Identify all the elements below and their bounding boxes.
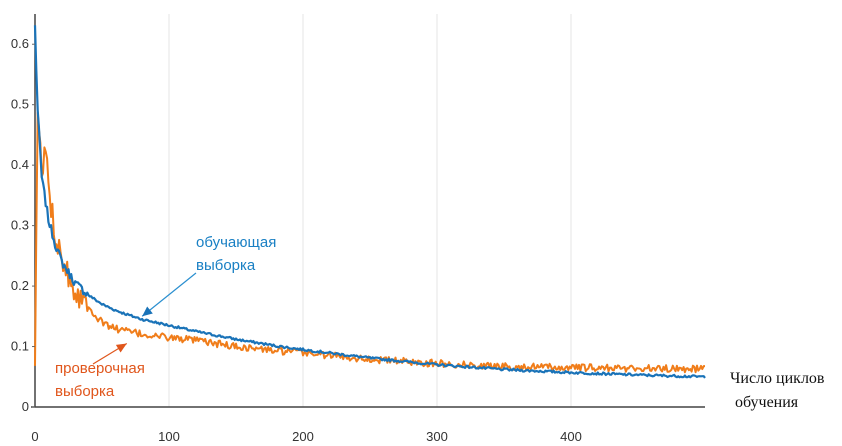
annotation-train-line-2: выборка (196, 257, 256, 274)
y-tick-label: 0.4 (11, 157, 29, 172)
x-tick-label: 400 (560, 429, 582, 444)
x-axis-title-line-1: Число циклов (730, 370, 825, 387)
axes (31, 14, 705, 408)
x-tick-label: 200 (292, 429, 314, 444)
x-axis-title: Число циклов обучения (730, 370, 825, 411)
y-tick-label: 0.5 (11, 97, 29, 112)
x-tick-labels: 0 100 200 300 400 (31, 429, 581, 444)
y-tick-label: 0 (22, 399, 29, 414)
y-tick-labels: 0 0.1 0.2 0.3 0.4 0.5 0.6 (11, 36, 35, 414)
annotation-validation-line-1: проверочная (55, 360, 145, 377)
grid-lines (168, 14, 572, 407)
annotation-train: обучающая выборка (141, 234, 276, 317)
y-tick-label: 0.1 (11, 339, 29, 354)
x-tick-label: 0 (31, 429, 38, 444)
annotation-validation-line-2: выборка (55, 383, 115, 400)
annotation-train-arrowhead (142, 306, 153, 317)
annotation-train-arrow (141, 272, 197, 317)
y-tick-label: 0.2 (11, 278, 29, 293)
series-lines (33, 25, 706, 379)
annotation-validation-arrowhead (115, 343, 127, 353)
x-axis-title-line-2: обучения (735, 394, 799, 411)
y-tick-label: 0.3 (11, 218, 29, 233)
x-tick-label: 300 (426, 429, 448, 444)
annotation-train-line-1: обучающая (196, 234, 276, 251)
annotation-validation: проверочная выборка (55, 342, 145, 400)
y-tick-label: 0.6 (11, 36, 29, 51)
validation-loss-line (34, 111, 705, 374)
train-loss-line (33, 25, 706, 379)
x-tick-label: 100 (158, 429, 180, 444)
